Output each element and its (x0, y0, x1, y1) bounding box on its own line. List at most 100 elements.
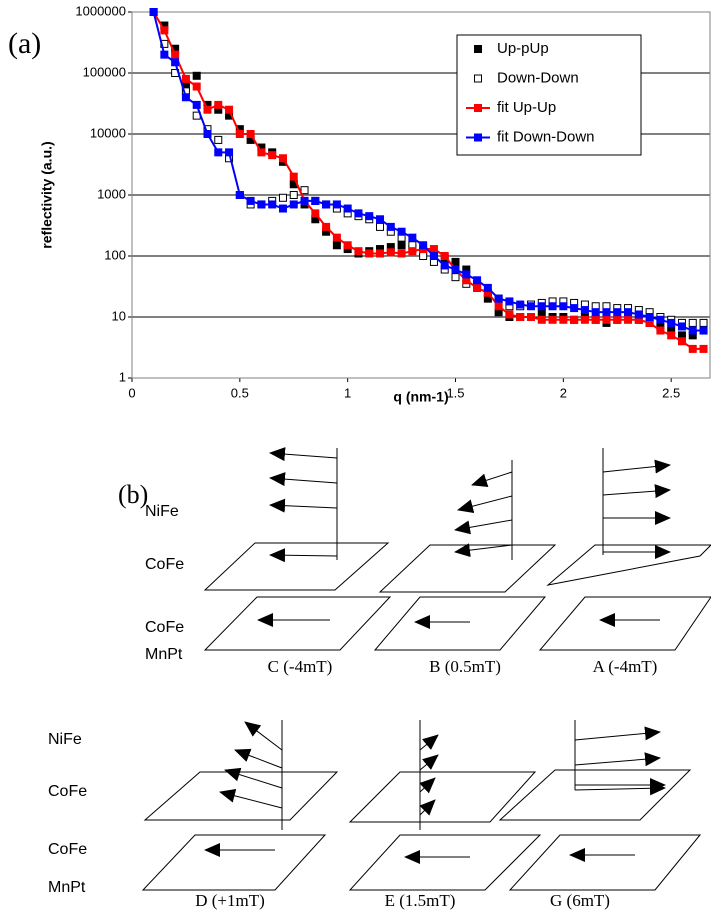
data-point (559, 315, 568, 324)
data-point (235, 130, 244, 138)
data-point (246, 130, 255, 138)
data-point (473, 276, 482, 285)
data-point (386, 222, 395, 231)
moment-arrow (471, 471, 513, 488)
data-point (613, 308, 622, 317)
data-point (268, 200, 277, 209)
data-point (688, 318, 697, 327)
y-tick-label: 10 (112, 308, 126, 323)
data-point (580, 306, 589, 315)
moment-arrow (457, 495, 513, 514)
data-point (278, 193, 287, 202)
data-point (688, 326, 697, 335)
data-point (451, 265, 460, 274)
moment-arrow (574, 752, 661, 767)
data-point (419, 252, 428, 260)
layer-plate (378, 544, 557, 593)
data-point (483, 283, 492, 292)
data-point (214, 135, 223, 144)
data-point (656, 315, 665, 324)
layer-plate (143, 771, 339, 821)
data-point (440, 261, 449, 270)
moment-arrow (602, 459, 671, 474)
plot-frame (131, 11, 711, 379)
state-label: D (+1mT) (195, 891, 265, 910)
layer-plate (498, 769, 692, 821)
legend-marker (474, 133, 482, 142)
layer-plate (373, 596, 547, 651)
x-tick-label: 0 (128, 385, 135, 400)
data-point (624, 308, 633, 317)
series-line (152, 11, 704, 332)
moment-arrow (574, 781, 666, 796)
data-point (505, 310, 514, 319)
data-point (257, 200, 266, 209)
data-point (591, 308, 600, 317)
layer-plate (141, 834, 327, 891)
data-point (289, 172, 298, 181)
moment-arrow (454, 519, 513, 535)
data-point (214, 148, 223, 157)
layer-plate (203, 596, 392, 651)
data-point (278, 204, 287, 213)
data-point (246, 196, 255, 205)
data-point (419, 241, 428, 250)
data-point (645, 313, 654, 321)
legend-marker (474, 45, 482, 53)
data-point (192, 82, 201, 91)
x-tick-label: 2 (560, 385, 567, 400)
data-point (203, 130, 212, 138)
legend-label: Up-pUp (497, 40, 549, 57)
data-point (699, 344, 708, 353)
layer-label: CoFe (145, 619, 184, 636)
data-point (322, 200, 331, 209)
y-tick-label: 100000 (83, 64, 126, 79)
data-point (602, 315, 611, 324)
data-point (365, 212, 374, 221)
layer-label: MnPt (145, 646, 183, 663)
moment-arrow (224, 767, 283, 789)
data-point (160, 50, 169, 59)
data-point (365, 249, 374, 258)
data-point (203, 105, 212, 114)
data-point (149, 8, 158, 16)
data-point (624, 315, 633, 324)
y-axis-label: reflectivity (a.u.) (39, 141, 55, 248)
data-point (677, 337, 686, 346)
data-point (343, 241, 352, 250)
moment-arrow (269, 498, 338, 513)
layer-plate (546, 544, 711, 586)
data-point (656, 326, 665, 335)
layer-label: NiFe (48, 731, 82, 748)
layer-label: CoFe (48, 841, 87, 858)
layer-label: MnPt (48, 879, 86, 896)
data-point (440, 252, 449, 260)
data-point (171, 50, 180, 59)
panel-label: (b) (118, 480, 148, 509)
layer-plate (538, 596, 711, 651)
series-line (152, 11, 704, 350)
data-point (300, 196, 309, 205)
data-point (397, 249, 406, 258)
moment-arrow (574, 726, 661, 741)
data-point (451, 257, 460, 266)
y-tick-label: 1000000 (75, 3, 126, 18)
panel-label: (a) (8, 27, 41, 60)
moment-arrow (269, 548, 338, 563)
data-point (278, 154, 287, 163)
layer-plate (348, 834, 542, 891)
state-label: B (0.5mT) (429, 657, 501, 676)
data-point (171, 58, 180, 67)
layer-plate (348, 771, 537, 823)
data-point (462, 270, 471, 279)
moment-arrow (454, 543, 513, 558)
data-point (408, 247, 417, 256)
layer-plate (508, 834, 702, 891)
data-point (397, 227, 406, 236)
data-point (332, 241, 341, 250)
data-point (300, 186, 309, 195)
data-point (332, 200, 341, 209)
data-point (688, 344, 697, 353)
data-point (526, 313, 535, 321)
x-tick-label: 1 (344, 385, 351, 400)
